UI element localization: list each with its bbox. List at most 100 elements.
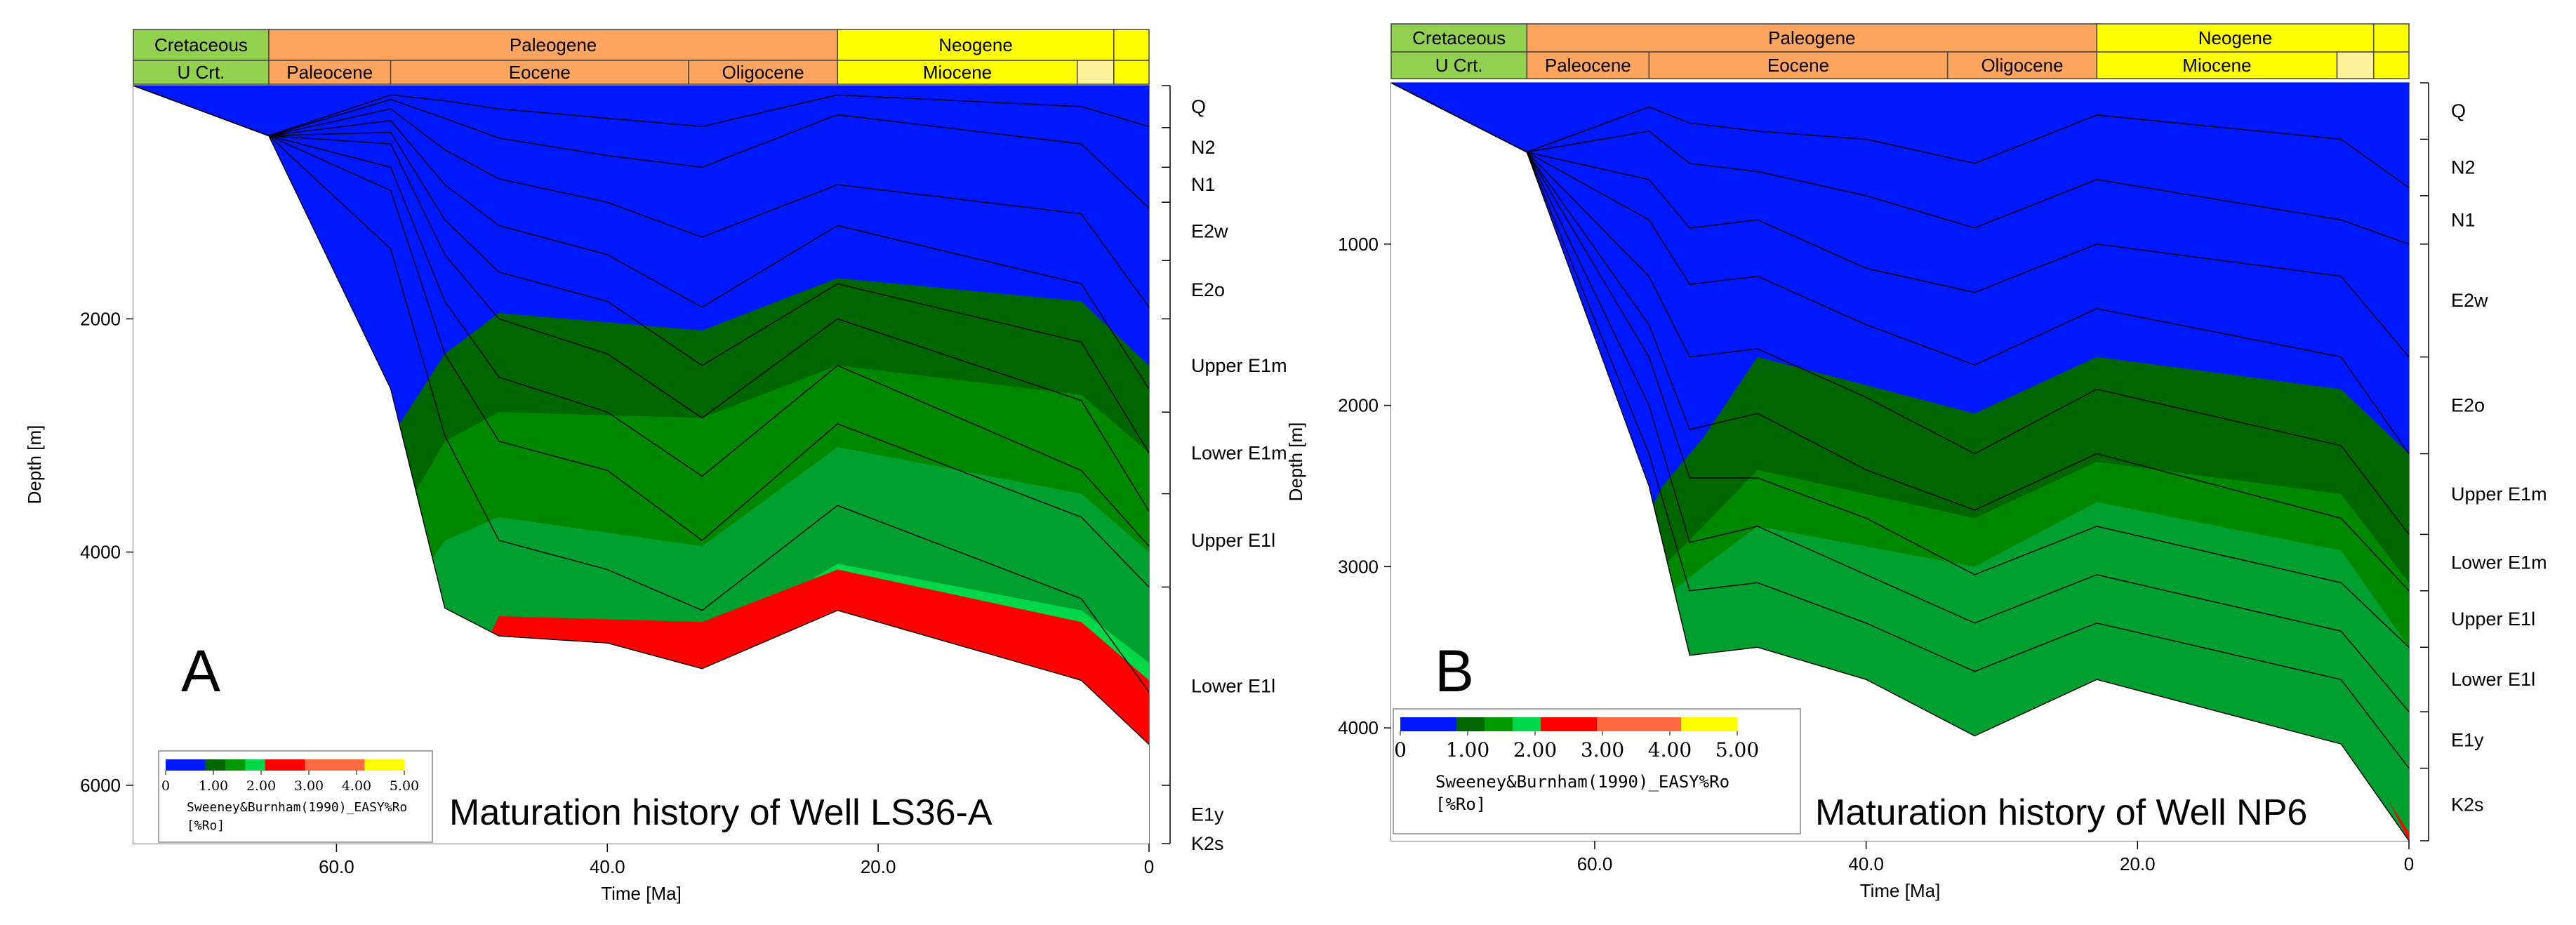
pb-y-tick-label-0: 1000 bbox=[1338, 234, 1379, 255]
pa-horizon-line-5 bbox=[133, 86, 1149, 453]
pa-legend-swatch-0 bbox=[166, 759, 186, 771]
pa-legend-label: Sweeney&Burnham(1990)_EASY%Ro bbox=[187, 800, 407, 815]
pb-epoch-cell-5 bbox=[2336, 51, 2375, 79]
pb-legend-swatch-1 bbox=[1428, 717, 1457, 731]
pb-legend-tick-label-4: 4.00 bbox=[1648, 738, 1692, 761]
pa-legend-tick-label-5: 5.00 bbox=[390, 778, 419, 794]
pa-epoch-cell-2 bbox=[390, 60, 689, 85]
pb-x-axis-title: Time [Ma] bbox=[1860, 880, 1941, 901]
pa-period-label-0: Cretaceous bbox=[154, 34, 248, 55]
pa-period-label-1: Paleogene bbox=[510, 34, 597, 55]
pb-horizon-line-9 bbox=[1391, 83, 2409, 188]
pa-horizon-line-3 bbox=[133, 86, 1149, 547]
pa-formation-label-2: N1 bbox=[1191, 174, 1216, 195]
pb-horizon-line-4 bbox=[1391, 83, 2409, 592]
pa-epoch-cell-0 bbox=[133, 60, 270, 85]
pb-ro-band-3 bbox=[1635, 486, 2409, 841]
pa-legend-swatch-3 bbox=[225, 759, 246, 771]
pa-legend-swatch-9 bbox=[345, 759, 365, 771]
pb-epoch-label-0: U Crt. bbox=[1435, 55, 1483, 76]
pa-period-cell-1 bbox=[268, 29, 839, 61]
pb-formation-label-10: K2s bbox=[2451, 794, 2484, 815]
pb-legend: 0 1.00 2.00 3.00 4.00 5.00 Sweeney&Burnham(199… bbox=[1393, 708, 1801, 834]
pa-below-basement bbox=[133, 86, 1149, 844]
pa-ro-band-3 bbox=[350, 389, 1149, 745]
pb-period-label-0: Cretaceous bbox=[1412, 27, 1506, 48]
pa-epoch-label-2: Eocene bbox=[509, 62, 571, 83]
pa-period-cell-3 bbox=[1113, 29, 1150, 61]
pb-legend-tick-label-5: 5.00 bbox=[1715, 738, 1759, 761]
pb-formation-label-1: N2 bbox=[2451, 157, 2476, 178]
pa-horizon-line-2 bbox=[133, 86, 1149, 587]
pa-period-cell-0 bbox=[133, 29, 270, 61]
pb-period-cell-0 bbox=[1390, 23, 1528, 53]
pb-x-tick-label-0: 60.0 bbox=[1577, 853, 1613, 874]
pa-x-tick-label-2: 20.0 bbox=[861, 856, 896, 877]
pa-legend-swatch-1 bbox=[185, 759, 206, 771]
pb-legend-swatch-11 bbox=[1709, 717, 1738, 731]
pa-legend-tick-label-0: 0 bbox=[161, 778, 170, 794]
pb-panel-letter: B bbox=[1435, 638, 1474, 704]
pb-below-basement bbox=[1391, 83, 2409, 841]
pb-legend-swatch-7 bbox=[1597, 717, 1626, 731]
pb-legend-swatch-0 bbox=[1400, 717, 1429, 731]
pa-horizon-line-6 bbox=[133, 86, 1149, 390]
pb-formation-label-3: E2w bbox=[2451, 290, 2488, 311]
pa-epoch-cell-3 bbox=[688, 60, 839, 85]
pb-horizon-line-8 bbox=[1391, 83, 2409, 245]
pa-legend-swatch-7 bbox=[305, 759, 326, 771]
pb-legend-swatch-3 bbox=[1485, 717, 1513, 731]
pb-legend-swatch-4 bbox=[1513, 717, 1541, 731]
pa-panel-letter: A bbox=[181, 638, 220, 704]
pb-period-label-2: Neogene bbox=[2198, 27, 2273, 48]
pa-epoch-cell-6 bbox=[1113, 60, 1150, 85]
pb-horizon-line-6 bbox=[1391, 83, 2409, 454]
pb-y-tick-label-3: 4000 bbox=[1338, 717, 1379, 738]
pb-epoch-label-4: Miocene bbox=[2182, 55, 2251, 76]
pb-legend-unit: [%Ro] bbox=[1435, 794, 1486, 814]
pb-formation-label-9: E1y bbox=[2451, 729, 2484, 750]
pa-horizon-line-1 bbox=[133, 86, 1149, 693]
pb-formation-label-6: Lower E1m bbox=[2451, 552, 2547, 573]
pa-horizon-line-9 bbox=[133, 86, 1149, 137]
pb-x-tick-label-3: 0 bbox=[2404, 853, 2414, 874]
pa-legend: 0 1.00 2.00 3.00 4.00 5.00 Sweeney&Burnham(199… bbox=[158, 750, 433, 843]
pa-horizon-line-4 bbox=[133, 86, 1149, 512]
chart-panel-b: Cretaceous Paleogene Neogene U Crt. Paleocen… bbox=[1285, 23, 2547, 901]
pb-legend-swatch-5 bbox=[1541, 717, 1569, 731]
pa-x-tick-label-3: 0 bbox=[1144, 856, 1154, 877]
pb-legend-swatch-6 bbox=[1569, 717, 1598, 731]
pa-epoch-cell-4 bbox=[837, 60, 1078, 85]
pa-x-tick-label-0: 60.0 bbox=[319, 856, 354, 877]
pb-formation-label-8: Lower E1l bbox=[2451, 669, 2535, 690]
pb-formation-label-0: Q bbox=[2451, 100, 2466, 121]
pa-legend-tick-label-2: 2.00 bbox=[246, 778, 276, 794]
pa-period-cell-2 bbox=[837, 29, 1115, 61]
pb-y-axis-title: Depth [m] bbox=[1285, 422, 1306, 502]
pa-legend-swatch-4 bbox=[245, 759, 266, 771]
pa-legend-tick-label-4: 4.00 bbox=[342, 778, 371, 794]
pa-formation-label-5: Upper E1m bbox=[1191, 355, 1287, 376]
pa-legend-swatch-11 bbox=[384, 759, 405, 771]
pb-legend-swatch-8 bbox=[1625, 717, 1654, 731]
pb-legend-swatch-9 bbox=[1653, 717, 1682, 731]
pb-period-cell-3 bbox=[2372, 23, 2410, 53]
pa-horizon-line-7 bbox=[133, 86, 1149, 308]
pb-period-label-1: Paleogene bbox=[1768, 27, 1855, 48]
pb-legend-tick-label-1: 1.00 bbox=[1446, 738, 1489, 761]
pb-chart-title: Maturation history of Well NP6 bbox=[1815, 792, 2307, 833]
pa-formation-label-3: E2w bbox=[1191, 221, 1228, 242]
pa-horizon-line-0 bbox=[133, 86, 1149, 745]
pa-x-axis-title: Time [Ma] bbox=[601, 883, 682, 904]
pa-formation-label-7: Upper E1l bbox=[1191, 530, 1275, 551]
pa-y-tick-label-0: 2000 bbox=[80, 308, 121, 329]
pb-horizon-line-3 bbox=[1391, 83, 2409, 648]
pa-formation-label-1: N2 bbox=[1191, 137, 1216, 158]
pa-period-label-2: Neogene bbox=[938, 34, 1013, 55]
pa-formation-label-8: Lower E1l bbox=[1191, 676, 1275, 697]
pa-formation-label-10: K2s bbox=[1191, 833, 1224, 854]
pa-legend-swatch-2 bbox=[205, 759, 226, 771]
pa-epoch-label-0: U Crt. bbox=[178, 62, 225, 83]
pb-ro-band-5 bbox=[2389, 800, 2409, 841]
